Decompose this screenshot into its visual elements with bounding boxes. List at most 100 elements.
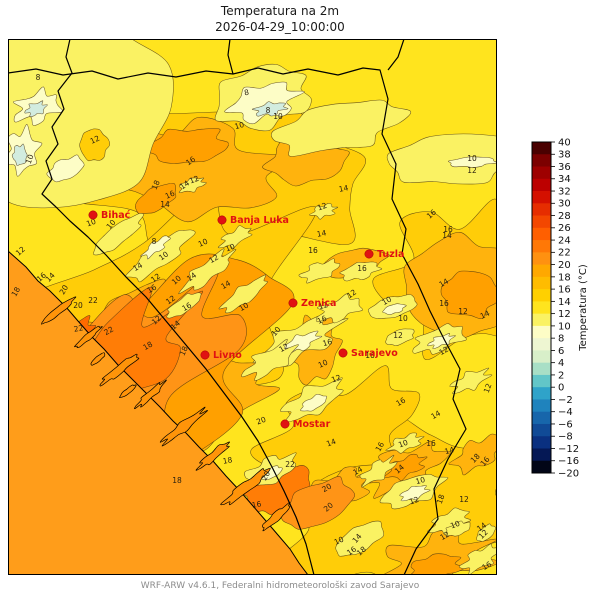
- contour-label: 14: [351, 464, 364, 477]
- contour-label: 10: [24, 153, 36, 165]
- colorbar-cell: [532, 448, 551, 462]
- contour-label: 10: [397, 438, 409, 450]
- contour-label: 22: [88, 296, 98, 305]
- contour-label: 10: [234, 120, 246, 131]
- colorbar-cell: [532, 203, 551, 216]
- contour-region: [178, 177, 207, 194]
- contour-region: [386, 133, 497, 185]
- contour-label: 16: [357, 264, 367, 273]
- colorbar-tick-label: 10: [558, 321, 571, 332]
- colorbar-cell: [532, 227, 551, 241]
- contour-region: [427, 333, 456, 349]
- colorbar-cell: [532, 362, 551, 376]
- contour-label: 18: [10, 285, 23, 298]
- colorbar-tick-label: 18: [558, 272, 571, 283]
- contour-label: 12: [188, 174, 200, 186]
- contour-region: [271, 99, 412, 157]
- colorbar-cell: [532, 289, 551, 302]
- contour-label: 12: [330, 373, 342, 385]
- contour-region: [449, 367, 493, 394]
- contour-label: 20: [255, 415, 267, 427]
- contour-region: [224, 81, 305, 125]
- contour-label: 10: [237, 300, 250, 313]
- contour-label: 18: [172, 476, 182, 485]
- city-marker-mostar: [280, 419, 290, 429]
- city-label-bihac: Bihać: [101, 210, 131, 221]
- colorbar-axis-label: Temperatura (°C): [578, 264, 589, 352]
- colorbar-tick-label: 26: [558, 223, 571, 234]
- colorbar-cell: [532, 191, 551, 204]
- contour-region: [79, 128, 110, 162]
- contour-region: [298, 258, 341, 284]
- contour-label: 14: [338, 183, 349, 194]
- island: [40, 296, 77, 325]
- map-subtitle: 2026-04-29_10:00:00: [215, 19, 345, 34]
- contour-region: [476, 523, 497, 542]
- contour-label: 12: [277, 341, 290, 354]
- colorbar-tick-label: 16: [558, 285, 571, 296]
- contour-label: 16: [394, 395, 407, 408]
- contour-region: [399, 485, 431, 502]
- contour-label: 16: [374, 440, 387, 453]
- contour-label: 14: [160, 200, 170, 209]
- contour-region: [46, 154, 85, 183]
- contour-region: [166, 292, 202, 319]
- contour-label: 10: [380, 294, 393, 307]
- colorbar-tick-label: 2: [558, 370, 564, 381]
- country-border: [8, 67, 467, 575]
- contour-label: 12: [458, 307, 468, 316]
- colorbar-cell: [532, 313, 551, 327]
- colorbar-cell: [532, 423, 551, 437]
- colorbar-tick-label: 6: [558, 346, 564, 357]
- contour-label: 12: [318, 300, 330, 311]
- contour-label: 16: [322, 337, 334, 348]
- contour-region: [448, 433, 497, 476]
- colorbar-cell: [532, 350, 551, 364]
- colorbar-tick-label: 36: [558, 162, 571, 173]
- colorbar-cell: [532, 374, 551, 388]
- contour-region: [459, 543, 497, 575]
- contour-label: 22: [102, 324, 115, 337]
- city-marker-livno: [200, 350, 210, 360]
- colorbar-cell: [532, 325, 551, 339]
- colorbar-cell: [532, 264, 551, 278]
- contour-region: [440, 270, 497, 320]
- contour-label: 14: [444, 445, 456, 456]
- contour-label: 12: [393, 331, 403, 340]
- contour-label: 20: [58, 283, 71, 296]
- contour-label: 16: [145, 282, 158, 295]
- contour-region: [359, 454, 398, 488]
- colorbar-tick-label: 32: [558, 186, 571, 197]
- contour-label: 16: [480, 559, 493, 572]
- city-marker-bihac: [88, 210, 98, 220]
- country-border: [227, 39, 234, 75]
- colorbar-cell: [532, 142, 551, 155]
- contour-label: 12: [438, 529, 451, 542]
- contour-region: [178, 248, 237, 295]
- contour-label: 12: [437, 344, 450, 357]
- island: [99, 353, 140, 387]
- contour-label: 10: [224, 242, 236, 254]
- contour-region: [125, 229, 196, 283]
- contour-label: 10: [449, 519, 461, 531]
- contour-label: 16: [426, 439, 436, 448]
- contour-label: 14: [325, 437, 337, 449]
- contour-label: 18: [435, 493, 447, 505]
- contour-region: [140, 235, 171, 260]
- city-marker-tuzla: [364, 249, 374, 259]
- colorbar-cell: [532, 166, 551, 180]
- colorbar-tick-label: 8: [558, 334, 564, 345]
- contour-label: 22: [285, 460, 295, 469]
- contour-label: 10: [273, 112, 283, 121]
- contour-region: [134, 183, 177, 215]
- contour-label: 18: [222, 455, 233, 466]
- contour-label: 12: [89, 134, 102, 146]
- contour-region: [335, 520, 385, 557]
- colorbar-tick-label: 14: [558, 297, 571, 308]
- contour-region: [309, 203, 339, 220]
- contour-region: [241, 338, 299, 381]
- contour-label: 20: [260, 469, 273, 482]
- contour-label: 16: [443, 225, 453, 234]
